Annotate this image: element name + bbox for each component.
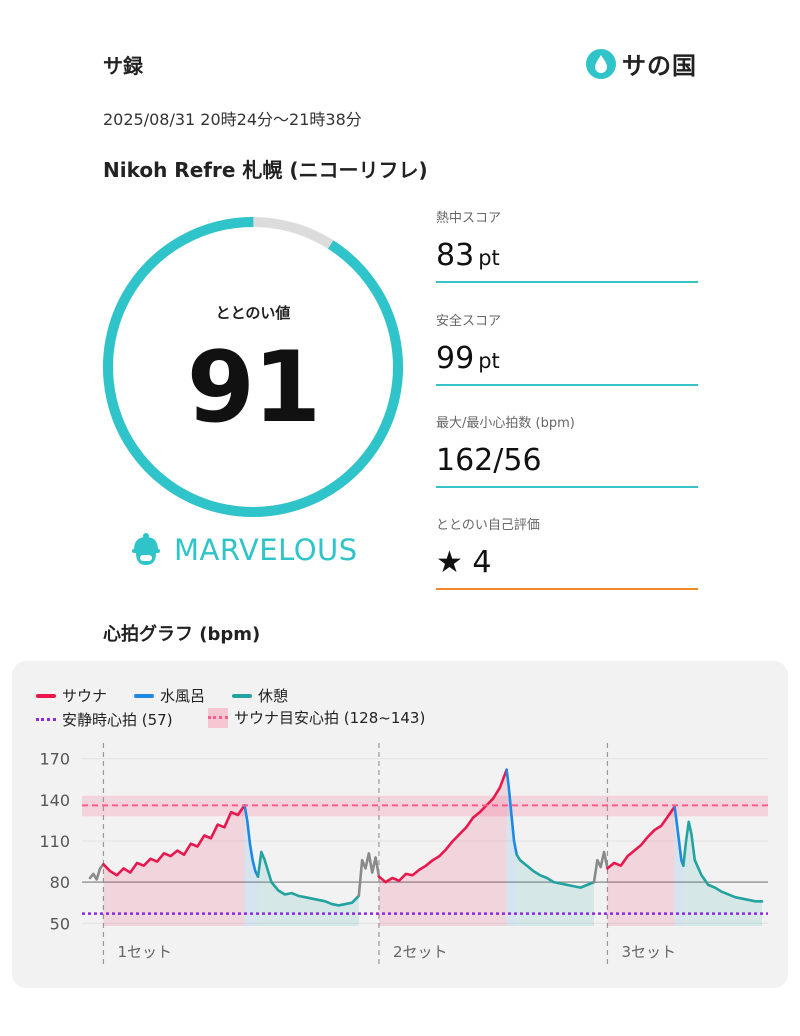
series-area [506,769,517,926]
series-area [683,821,762,926]
stat-value: 83 pt [436,238,500,273]
sauna-hat-icon [132,533,160,565]
legend-cold-bath: 水風呂 [134,685,205,706]
stat-heat-score: 熱中スコア 83 pt [436,207,698,283]
heart-rate-chart: 50 80 110 140 170 1セット 2セット 3セット [39,743,768,965]
legend-label: 安静時心拍 (57) [62,711,173,729]
series-line [102,804,246,877]
stat-underline [436,384,698,386]
series-area [378,769,507,926]
stat-safety-score: 安全スコア 99 pt [436,310,698,386]
set-label: 3セット [621,943,676,961]
rank-text: MARVELOUS [174,533,358,567]
legend-swatch [232,693,252,698]
stat-value: ★ 4 [436,545,492,580]
rank-badge: MARVELOUS [128,532,358,568]
stat-value: 162/56 [436,443,542,478]
series-area [607,806,675,926]
series-line [592,850,609,884]
series-area [103,805,245,926]
score-value: 91 [186,331,321,445]
y-tick-label: 170 [39,750,70,769]
heart-rate-chart-card: サウナ 水風呂 休憩 安静時心拍 (57) サウナ目安心拍 (128~143) … [12,661,788,988]
logo: サの国 [586,46,697,81]
stat-value: 99 pt [436,341,500,376]
score-ring [103,217,403,517]
legend-rest: 休憩 [232,685,288,706]
legend-sauna: サウナ [36,685,107,706]
legend-label: 水風呂 [160,687,206,705]
legend-label: 休憩 [258,687,289,705]
y-tick-label: 80 [50,873,70,892]
series-area [516,854,594,926]
score-label: ととのい値 [215,304,291,322]
legend-label: サウナ [62,687,108,705]
stat-label: 熱中スコア [436,211,502,226]
legend-swatch [208,707,228,728]
stat-label: ととのい自己評価 [436,518,540,533]
logo-text: サの国 [622,52,697,80]
series-line [515,853,596,889]
stat-heart-rate: 最大/最小心拍数 (bpm) 162/56 [436,412,698,488]
series-line [256,850,361,907]
session-datetime: 2025/08/31 20時24分〜21時38分 [103,110,362,129]
legend-swatch [36,718,56,721]
chart-title: 心拍グラフ (bpm) [103,624,261,645]
legend-label: サウナ目安心拍 (128~143) [234,709,426,727]
legend-resting-hr: 安静時心拍 (57) [36,709,173,730]
stat-label: 安全スコア [436,314,502,329]
score-ring-progress [103,217,403,517]
series-area [674,806,684,926]
drop-logo-icon [586,48,616,79]
y-tick-label: 140 [39,791,70,810]
legend-target-hr: サウナ目安心拍 (128~143) [208,707,425,728]
series-line [357,852,381,898]
series-line [682,820,764,903]
legend-swatch [134,693,154,698]
stat-underline [436,486,698,488]
y-tick-label: 50 [50,914,70,933]
app-title: サ録 [103,54,143,78]
series-area [258,851,359,926]
stat-label: 最大/最小心拍数 (bpm) [436,416,575,431]
series-line [673,805,685,867]
stat-underline [436,281,698,283]
legend-swatch [36,693,56,698]
facility-name: Nikoh Refre 札幌 (ニコーリフレ) [103,158,428,182]
series-line [606,805,676,870]
series-line [505,768,519,857]
stat-underline [436,588,698,590]
series-line [88,863,105,881]
series-line [377,768,508,884]
y-tick-label: 110 [39,832,70,851]
series-line [243,804,260,878]
stat-self-rating: ととのい自己評価 ★ 4 [436,514,698,590]
set-label: 1セット [117,943,172,961]
set-label: 2セット [393,943,448,961]
